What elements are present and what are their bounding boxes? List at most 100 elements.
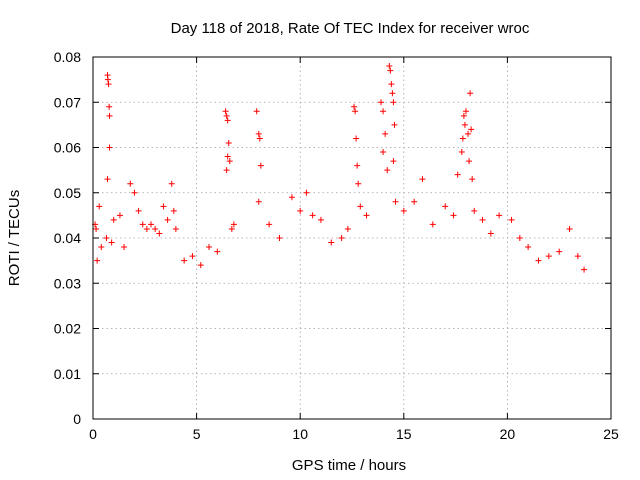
data-point <box>353 135 360 142</box>
data-point <box>471 207 478 214</box>
data-point <box>390 99 397 106</box>
data-point <box>224 117 231 124</box>
data-point <box>131 189 138 196</box>
data-point <box>225 139 232 146</box>
tick-labels: 0 5 10 15 20 25 0 0.01 0.02 0.03 0.04 0.05 0.06 0.07 0… <box>54 49 619 442</box>
data-point <box>354 162 361 169</box>
data-point <box>466 158 473 165</box>
data-point <box>390 158 397 165</box>
x-tick-label: 15 <box>396 426 412 442</box>
data-point <box>556 248 563 255</box>
data-point <box>223 112 230 119</box>
data-point <box>496 212 503 219</box>
y-tick-label: 0.05 <box>54 185 81 201</box>
data-point <box>224 153 231 160</box>
data-point <box>106 144 113 151</box>
data-point <box>206 244 213 251</box>
data-point <box>135 207 142 214</box>
data-point <box>535 257 542 264</box>
data-point <box>255 198 262 205</box>
data-point <box>411 198 418 205</box>
data-point <box>351 103 358 110</box>
data-point <box>110 216 117 223</box>
data-point <box>344 225 351 232</box>
data-point <box>566 225 573 232</box>
data-point <box>197 262 204 269</box>
x-tick-label: 25 <box>603 426 619 442</box>
data-point <box>93 225 100 232</box>
data-point <box>328 239 335 246</box>
data-point <box>164 216 171 223</box>
data-point <box>317 216 324 223</box>
data-point <box>574 253 581 260</box>
data-point <box>230 221 237 228</box>
data-point <box>276 235 283 241</box>
data-point <box>460 112 467 119</box>
y-tick-label: 0 <box>73 411 81 427</box>
data-point <box>442 203 449 210</box>
data-point <box>139 221 146 228</box>
y-tick-label: 0.02 <box>54 321 81 337</box>
data-point <box>106 103 113 110</box>
data-point <box>297 207 304 214</box>
data-point <box>467 90 474 97</box>
data-point <box>508 216 515 223</box>
data-point <box>121 244 128 251</box>
data-point <box>338 235 345 241</box>
data-point <box>156 230 163 237</box>
data-point <box>363 212 370 219</box>
data-point <box>386 63 393 70</box>
data-point <box>104 176 111 183</box>
y-tick-label: 0.01 <box>54 366 81 382</box>
data-point <box>378 99 385 106</box>
data-point <box>168 180 175 187</box>
data-point <box>382 130 389 137</box>
y-axis-title: ROTI / TECUs <box>6 190 23 286</box>
data-point <box>172 225 179 232</box>
data-point <box>380 108 387 115</box>
data-point <box>516 235 523 241</box>
y-tick-label: 0.06 <box>54 140 81 156</box>
data-point <box>222 108 229 115</box>
data-point <box>148 221 155 228</box>
data-point <box>465 130 472 137</box>
x-tick-label: 0 <box>89 426 97 442</box>
data-point <box>181 257 188 264</box>
data-point <box>94 257 101 264</box>
data-point <box>116 212 123 219</box>
data-point <box>392 198 399 205</box>
data-point <box>214 248 221 255</box>
data-point <box>160 203 167 210</box>
data-point <box>384 167 391 174</box>
data-point <box>454 171 461 178</box>
data-point <box>104 76 111 83</box>
data-point <box>127 180 134 187</box>
data-point <box>105 81 112 88</box>
data-point <box>388 81 395 88</box>
data-point <box>461 121 468 128</box>
data-point <box>152 225 159 232</box>
data-points <box>92 63 588 273</box>
data-point <box>450 212 457 219</box>
data-point <box>256 135 263 142</box>
data-point <box>228 225 235 232</box>
data-point <box>226 158 233 165</box>
data-point <box>266 221 273 228</box>
data-point <box>400 207 407 214</box>
x-axis-title: GPS time / hours <box>292 457 406 474</box>
chart-title: Day 118 of 2018, Rate Of TEC Index for r… <box>171 20 530 37</box>
data-point <box>143 225 150 232</box>
data-point <box>255 130 262 137</box>
data-point <box>352 108 359 115</box>
data-point <box>103 235 110 241</box>
y-tick-label: 0.07 <box>54 94 81 110</box>
data-point <box>525 244 532 251</box>
data-point <box>468 126 475 133</box>
data-point <box>355 180 362 187</box>
data-point <box>98 244 105 251</box>
data-point <box>288 194 295 201</box>
data-point <box>545 253 552 260</box>
x-tick-label: 10 <box>292 426 308 442</box>
data-point <box>380 149 387 156</box>
